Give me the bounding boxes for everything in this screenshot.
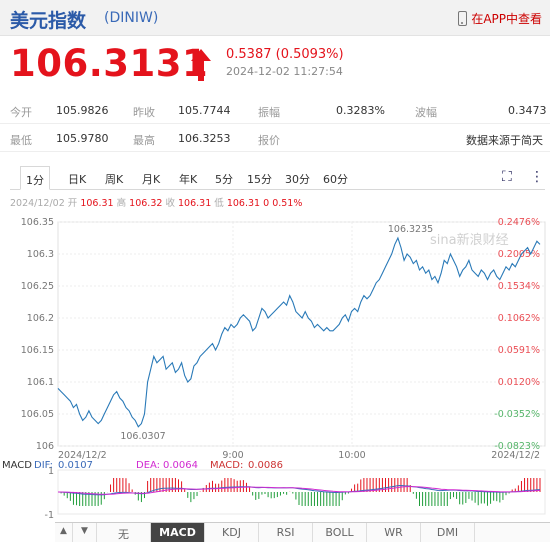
high-annotation: 106.3235 [388, 224, 433, 235]
y-pct-tick-label: 0.0120% [498, 377, 540, 388]
tab-macd[interactable]: MACD [151, 523, 205, 542]
y-pct-tick-label: 0.0591% [498, 345, 540, 356]
macd-y-tick: 1 [48, 466, 54, 477]
y-pct-tick-label: 0.2005% [498, 249, 540, 260]
tab-60min[interactable]: 60分 [323, 173, 348, 186]
symbol-code: (DINIW) [104, 10, 159, 26]
y-tick-label: 106.2 [27, 313, 54, 324]
stat-value: 106.3253 [178, 132, 231, 145]
price-line [57, 236, 541, 428]
stat-label: 最高 [133, 134, 155, 147]
info-close: 106.31 [178, 198, 212, 209]
dea-value: 0.0064 [163, 460, 198, 471]
info-low-label: 低 [214, 198, 224, 209]
tab-kdj[interactable]: KDJ [205, 523, 259, 542]
period-tabs: 1分 日K 周K 月K 年K 5分 15分 30分 60分 ⛶ ⋮ [10, 164, 545, 190]
x-tick-label: 2024/12/2 [58, 450, 107, 461]
macd-title: MACD [2, 460, 32, 471]
fullscreen-icon[interactable]: ⛶ [502, 169, 512, 185]
tab-dmi[interactable]: DMI [421, 523, 475, 542]
stat-value: 105.9826 [56, 104, 109, 117]
dea-line [58, 486, 541, 495]
tab-15min[interactable]: 15分 [247, 173, 272, 186]
dif-label: DIF: [34, 460, 53, 471]
tab-rsi[interactable]: RSI [259, 523, 313, 542]
info-low: 106.31 [226, 198, 261, 209]
info-open-label: 开 [67, 198, 78, 209]
more-icon[interactable]: ⋮ [530, 169, 544, 185]
y-pct-tick-label: -0.0823% [494, 441, 540, 452]
stat-value: 0.3283% [336, 104, 385, 117]
y-pct-tick-label: 0.1534% [498, 281, 540, 292]
low-annotation: 106.0307 [120, 431, 165, 442]
open-in-app-label: 在APP中查看 [471, 12, 542, 26]
tab-5min[interactable]: 5分 [215, 173, 233, 186]
nav-down-button[interactable]: ▼ [73, 523, 97, 542]
phone-icon [458, 11, 468, 26]
watermark: sina新浪财经 [430, 232, 509, 248]
tab-yearly[interactable]: 年K [179, 173, 198, 186]
page-title: 美元指数 [10, 10, 87, 32]
stats-table: 今开 105.9826 昨收 105.7744 振幅 0.3283% 波幅 0.… [0, 96, 550, 152]
stat-label: 波幅 [415, 106, 437, 119]
tab-none[interactable]: 无 [97, 523, 151, 542]
y-tick-label: 106.25 [21, 281, 54, 292]
nav-up-button[interactable]: ▲ [55, 523, 73, 542]
stats-row: 今开 105.9826 昨收 105.7744 振幅 0.3283% 波幅 0.… [0, 96, 550, 124]
x-tick-label: 2024/12/2 [491, 450, 540, 461]
macd-y-tick: -1 [45, 510, 54, 521]
indicator-tabs: ▲ ▼ 无 MACD KDJ RSI BOLL WR DMI [55, 522, 550, 542]
tab-30min[interactable]: 30分 [285, 173, 310, 186]
y-pct-tick-label: 0.2476% [498, 217, 540, 228]
info-pct: 0.51% [272, 198, 303, 209]
dea-label: DEA: [136, 460, 161, 471]
info-high-label: 高 [116, 198, 127, 209]
stat-value: 数据来源于简天 [466, 134, 543, 147]
tab-monthly[interactable]: 月K [142, 173, 161, 186]
tab-wr[interactable]: WR [367, 523, 421, 542]
x-tick-label: 10:00 [338, 450, 365, 461]
y-pct-tick-label: -0.0352% [494, 409, 540, 420]
price-change: 0.5387 (0.5093%) [226, 47, 344, 62]
tab-boll[interactable]: BOLL [313, 523, 367, 542]
stat-value: 105.9780 [56, 132, 109, 145]
y-tick-label: 106.05 [21, 409, 54, 420]
y-tick-label: 106.1 [27, 377, 54, 388]
stat-value: 105.7744 [178, 104, 231, 117]
up-arrow-icon [191, 49, 211, 81]
header-bar: 美元指数 (DINIW) 在APP中查看 [0, 0, 550, 36]
stat-label: 今开 [10, 106, 32, 119]
y-pct-tick-label: 0.1062% [498, 313, 540, 324]
quote-time: 2024-12-02 11:27:54 [226, 65, 343, 78]
dif-value: 0.0107 [58, 460, 93, 471]
info-change: 0 [263, 198, 270, 209]
macd-value: 0.0086 [248, 460, 283, 471]
x-tick-label: 9:00 [222, 450, 243, 461]
open-in-app-link[interactable]: 在APP中查看 [458, 10, 542, 27]
stat-label: 昨收 [133, 106, 155, 119]
stat-label: 报价 [258, 134, 280, 147]
stat-value: 0.3473 [508, 104, 547, 117]
tab-1min[interactable]: 1分 [20, 166, 50, 190]
y-tick-label: 106.3 [27, 249, 54, 260]
y-tick-label: 106 [36, 441, 54, 452]
stat-label: 最低 [10, 134, 32, 147]
current-price: 106.3131 [10, 42, 209, 85]
info-high: 106.32 [129, 198, 163, 209]
info-date: 2024/12/02 [10, 198, 65, 209]
stat-label: 振幅 [258, 106, 280, 119]
tab-daily[interactable]: 日K [68, 173, 87, 186]
tab-weekly[interactable]: 周K [105, 173, 124, 186]
info-open: 106.31 [80, 198, 114, 209]
y-tick-label: 106.35 [21, 217, 54, 228]
macd-label: MACD: [210, 460, 244, 471]
info-close-label: 收 [165, 198, 175, 209]
y-tick-label: 106.15 [21, 345, 54, 356]
ohlc-info: 2024/12/02 开 106.31 高 106.32 收 106.31 低 … [10, 195, 302, 209]
stats-row: 最低 105.9780 最高 106.3253 报价 数据来源于简天 [0, 124, 550, 152]
